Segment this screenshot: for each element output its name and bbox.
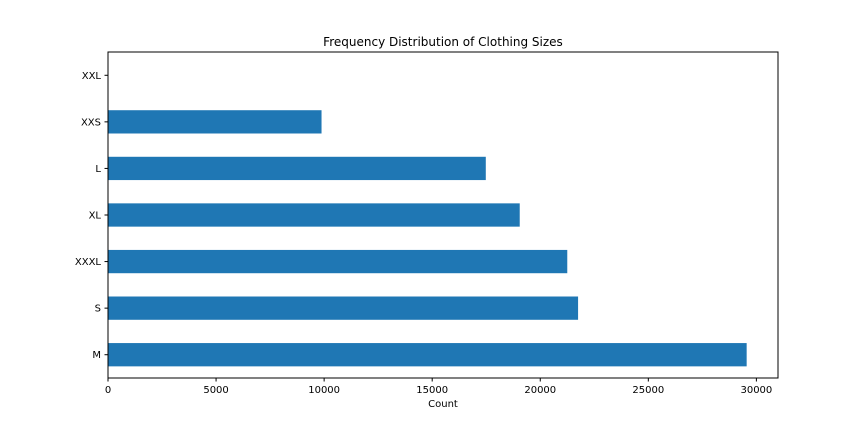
x-tick-label: 5000 [203, 385, 228, 396]
x-tick-label: 25000 [632, 385, 664, 396]
bar-m [108, 343, 747, 367]
x-axis-ticks: 0 5000 10000 15000 20000 25000 30000 [105, 378, 772, 396]
bars-group [108, 110, 747, 367]
bar-xxs [108, 110, 322, 134]
y-axis-ticks: M S XXXL XL L XXS XXL [75, 71, 108, 361]
x-axis-label: Count [428, 399, 458, 410]
y-tick-label: XXS [81, 117, 101, 128]
x-tick-label: 30000 [740, 385, 772, 396]
y-tick-label: XXXL [75, 257, 102, 268]
bar-l [108, 156, 486, 181]
chart-title: Frequency Distribution of Clothing Sizes [323, 35, 563, 49]
bar-xxxl [108, 249, 568, 274]
bar-xl [108, 203, 520, 227]
plot-frame [107, 51, 779, 379]
x-tick-label: 20000 [524, 385, 556, 396]
x-tick-label: 10000 [308, 385, 340, 396]
y-tick-label: L [95, 164, 101, 175]
bar-s [108, 296, 579, 320]
y-tick-label: S [95, 304, 101, 315]
x-tick-label: 15000 [416, 385, 448, 396]
x-tick-label: 0 [105, 385, 111, 396]
y-tick-label: XL [89, 211, 102, 222]
y-tick-label: XXL [82, 71, 102, 82]
y-tick-label: M [92, 350, 101, 361]
